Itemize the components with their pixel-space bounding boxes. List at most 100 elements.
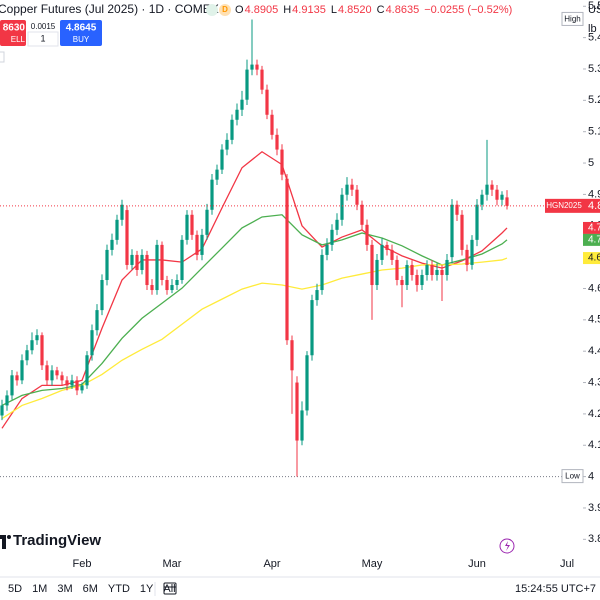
candle-body: [455, 204, 459, 215]
range-button[interactable]: 3M: [57, 583, 72, 595]
candle-body: [190, 214, 194, 235]
change: −0.0255 (−0.52%): [424, 4, 512, 16]
logo: TradingView: [0, 532, 101, 549]
moving-average: [1, 150, 508, 429]
moving-average: [1, 257, 508, 420]
candle-body: [30, 340, 34, 351]
buy-button[interactable]: [60, 20, 102, 46]
candle-body: [385, 244, 389, 250]
candle-body: [425, 264, 429, 275]
price-label: 4.8635: [588, 200, 600, 212]
candle-body: [475, 204, 479, 240]
candle-body: [220, 149, 224, 170]
candle-body: [410, 264, 414, 275]
candle-body: [345, 184, 349, 195]
candle-body: [170, 285, 174, 291]
candle-body: [340, 194, 344, 220]
quantity-box[interactable]: [27, 31, 59, 47]
candle-body: [35, 335, 39, 341]
ma-value-box: [583, 252, 600, 265]
candle-body: [85, 355, 89, 386]
range-button[interactable]: 1Y: [140, 583, 154, 595]
candle-body: [195, 234, 199, 255]
x-tick-label: Jul: [560, 558, 574, 570]
y-tick-label: 4.6: [588, 282, 600, 294]
symbol-box: [545, 198, 583, 213]
candle-body: [45, 365, 49, 381]
calendar-icon[interactable]: [163, 582, 177, 595]
buy-label: BUY: [73, 35, 90, 44]
ohlc-value: 4.8905: [245, 4, 279, 16]
candle-body: [20, 360, 24, 381]
candle-body: [200, 234, 204, 255]
symbol-label: HGN2025: [546, 201, 582, 210]
candle-body: [90, 330, 94, 356]
delay-icon: [219, 4, 231, 16]
ohlc-value: 4.9135: [292, 4, 326, 16]
candle-body: [320, 254, 324, 291]
logo-text: TradingView: [13, 532, 101, 549]
ma-value-label: 4.697: [588, 253, 600, 264]
x-tick-label: Feb: [73, 558, 92, 570]
candle-body: [480, 194, 484, 205]
candle-body: [55, 370, 59, 376]
candle-body: [205, 209, 209, 235]
candle-body: [295, 382, 299, 441]
candle-body: [395, 259, 399, 281]
ohlc-value: 4.8520: [338, 4, 372, 16]
unit: lb: [588, 23, 597, 35]
spread: 0.0015: [31, 22, 56, 31]
candle-body: [400, 280, 404, 286]
delay-badge: D: [222, 5, 228, 14]
candle-body: [500, 194, 504, 200]
candle-body: [390, 249, 394, 260]
candle-body: [210, 179, 214, 210]
candle-body: [15, 375, 19, 381]
candle-body: [185, 214, 189, 240]
range-button[interactable]: 6M: [83, 583, 98, 595]
candle-body: [275, 134, 279, 150]
y-tick-label: 5.3: [588, 63, 600, 75]
range-button[interactable]: YTD: [108, 583, 130, 595]
candle-body: [215, 169, 219, 180]
buy-price: 4.8645: [66, 23, 97, 34]
y-tick-label: 3.8: [588, 533, 600, 545]
logo-dot: [7, 535, 11, 539]
ohlc-key: O: [235, 4, 244, 16]
ma-value-label: 4.755: [588, 235, 600, 246]
candle-body: [440, 269, 444, 275]
range-button[interactable]: 1M: [32, 583, 47, 595]
status-icon: [206, 4, 218, 16]
candle-body: [175, 280, 179, 286]
candle-body: [240, 99, 244, 110]
candle-body: [420, 274, 424, 286]
candle-body: [60, 375, 64, 381]
sell-button[interactable]: [0, 20, 26, 46]
chart-title: Copper Futures (Jul 2025) · 1D · COMEX: [0, 2, 219, 16]
candle-body: [325, 244, 329, 255]
y-tick-label: 4.3: [588, 376, 600, 388]
range-button[interactable]: 5D: [8, 583, 22, 595]
range-button[interactable]: All: [163, 583, 175, 595]
plot-area: 3.83.944.14.24.34.44.54.64.74.84.955.15.…: [0, 0, 600, 570]
candle-body: [370, 244, 374, 286]
candle-body: [380, 244, 384, 260]
candle-body: [0, 405, 4, 416]
ma-value-box: [583, 221, 600, 234]
collapse-toggle[interactable]: [0, 51, 5, 63]
candle-body: [25, 350, 29, 361]
high-label-box: [561, 11, 584, 26]
candle-body: [120, 204, 124, 220]
candle-body: [225, 139, 229, 150]
candle-body: [100, 280, 104, 311]
candle-body: [330, 229, 334, 245]
events-icon[interactable]: [499, 538, 515, 554]
y-tick-label: 5.2: [588, 94, 600, 106]
candle-body: [290, 340, 294, 371]
moving-average: [1, 214, 508, 407]
candle-body: [10, 375, 14, 396]
currency: US: [588, 4, 600, 16]
y-tick-label: 4.4: [588, 345, 600, 357]
candle-body: [430, 264, 434, 275]
